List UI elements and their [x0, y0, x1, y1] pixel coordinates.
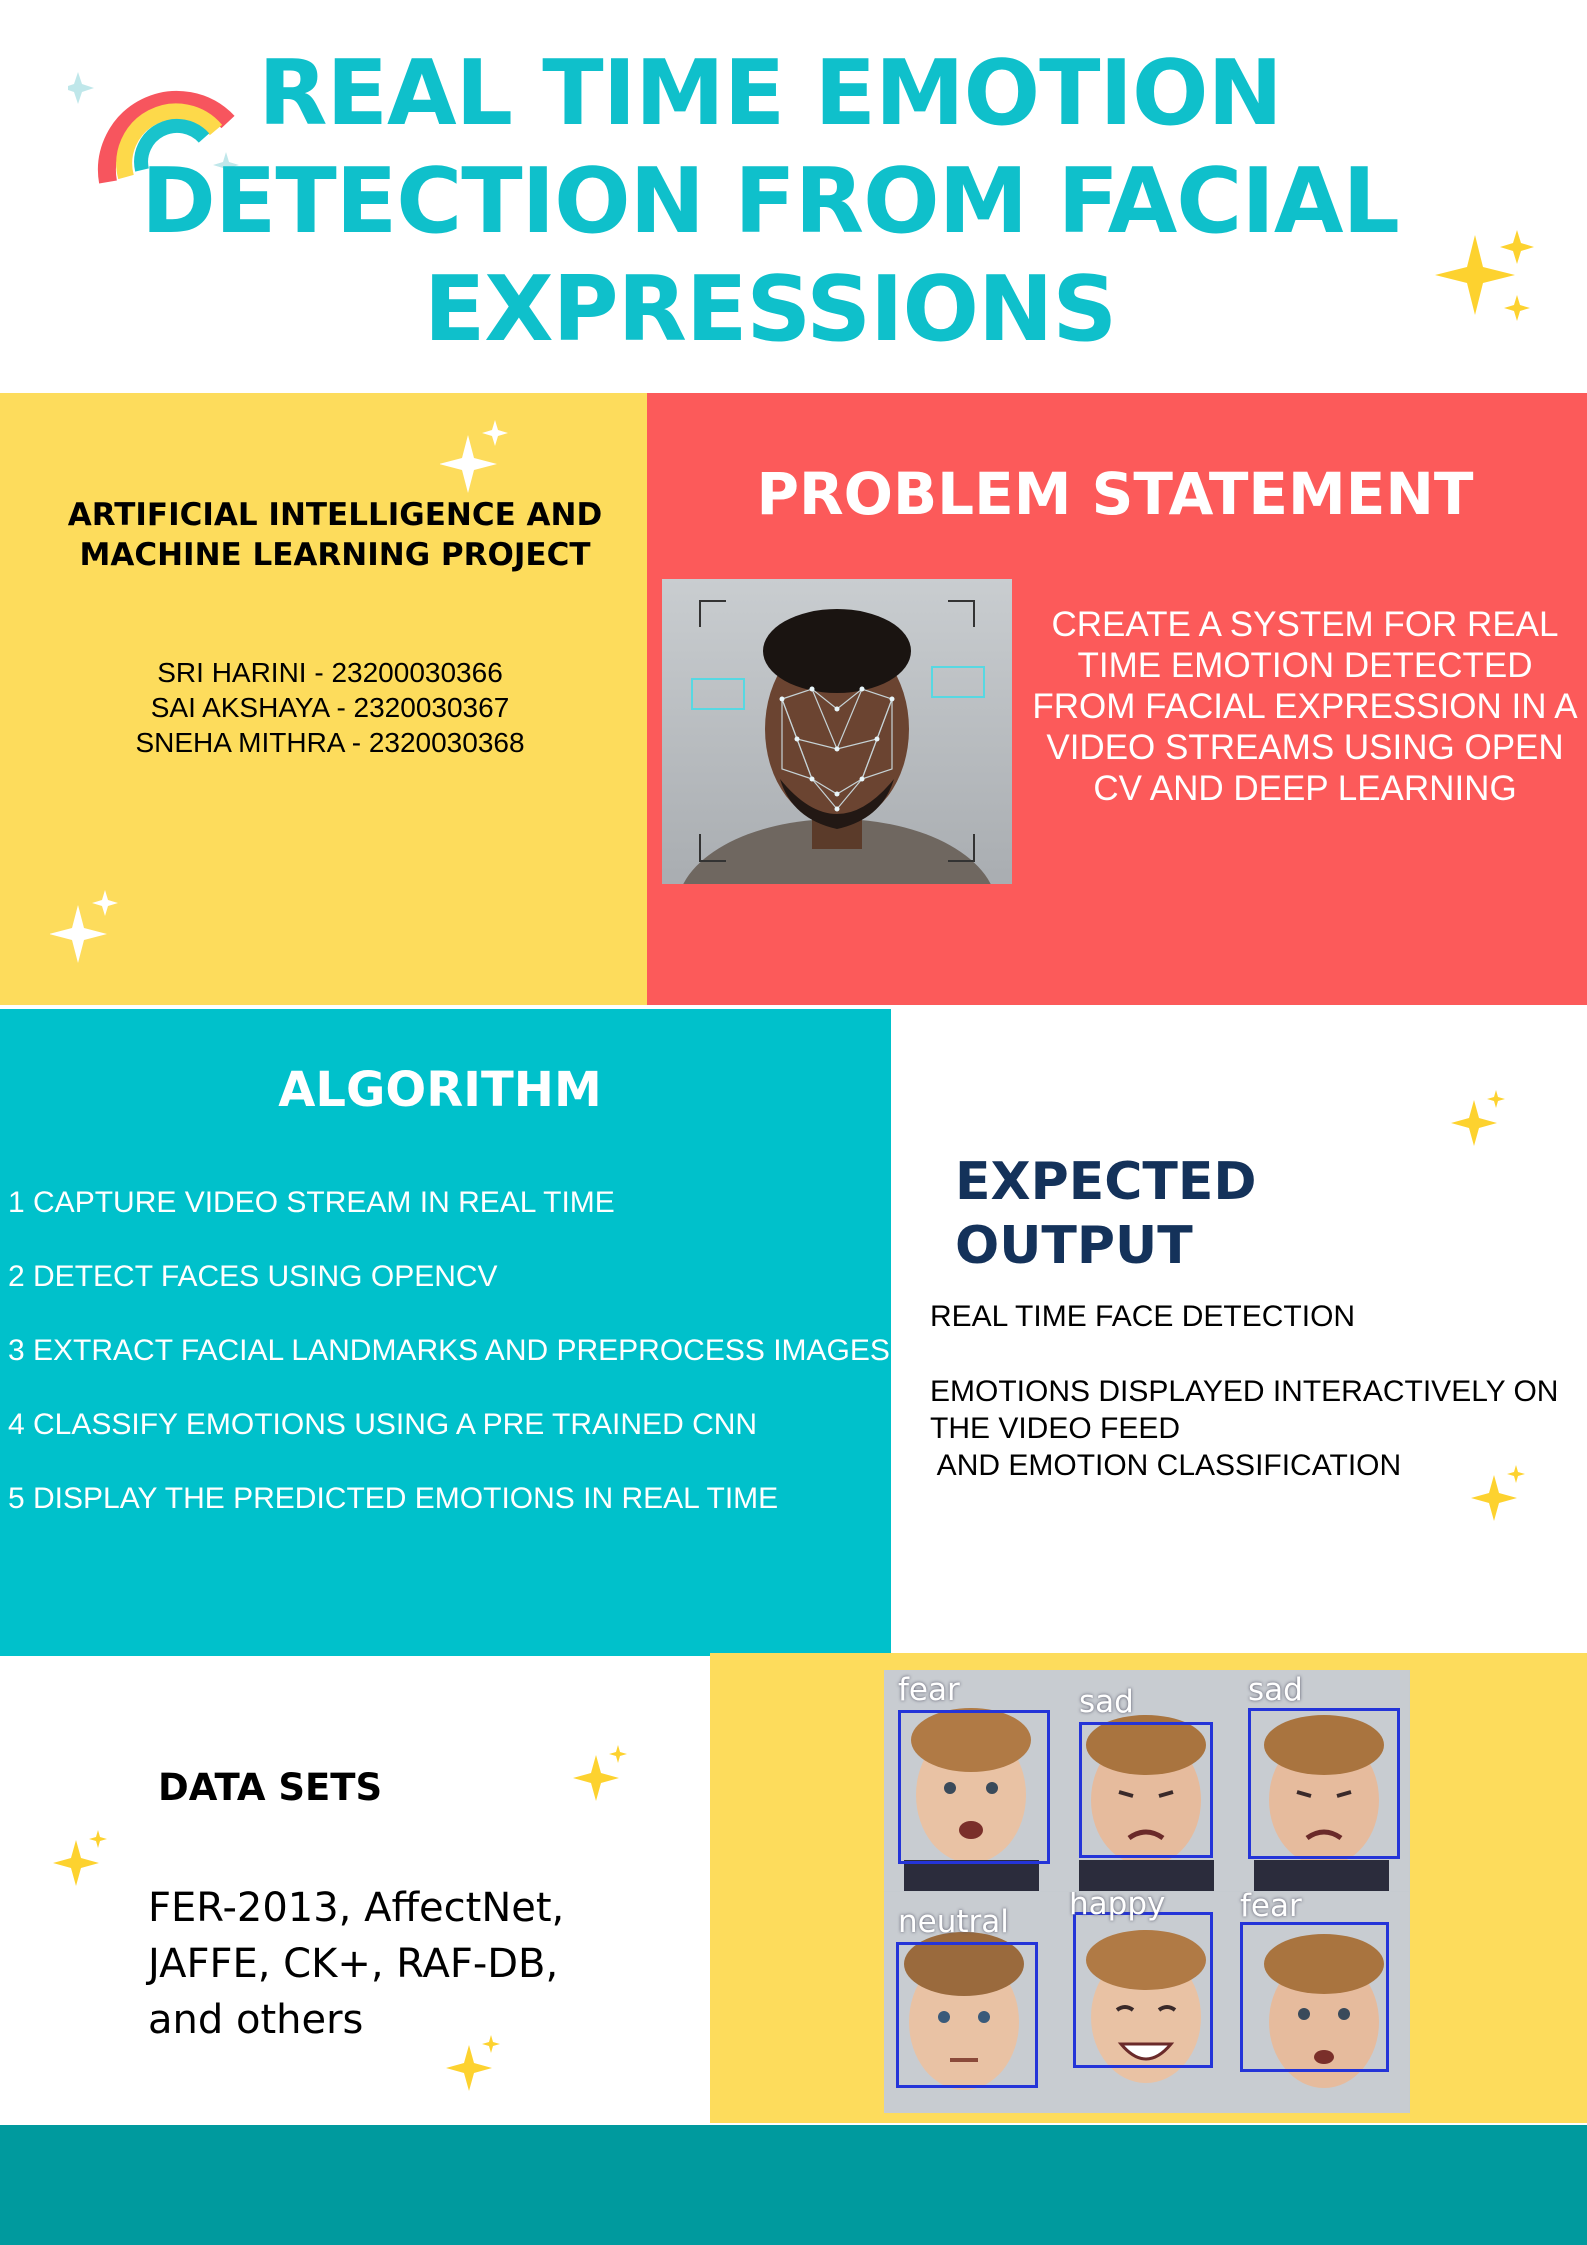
sparkle-icon	[1470, 1465, 1530, 1529]
face-bounding-box	[1079, 1722, 1213, 1858]
emotion-label: neutral	[898, 1904, 1009, 1940]
algorithm-step: 2 DETECT FACES USING OPENCV	[8, 1260, 498, 1293]
problem-text: CREATE A SYSTEM FOR REAL TIME EMOTION DE…	[1032, 605, 1578, 808]
emotion-face-cell: happy	[1059, 1892, 1234, 2113]
algorithm-panel	[0, 1009, 891, 1656]
team-members: SRI HARINI - 23200030366 SAI AKSHAYA - 2…	[40, 655, 620, 760]
emotion-face-cell: fear	[1234, 1892, 1409, 2113]
emotion-label: fear	[1240, 1892, 1302, 1924]
face-bounding-box	[896, 1942, 1038, 2088]
project-heading-line: MACHINE LEARNING PROJECT	[79, 537, 591, 573]
title-line-2: DETECTION FROM FACIAL	[141, 149, 1400, 254]
expected-output-heading: EXPECTED OUTPUT	[955, 1150, 1257, 1278]
expected-output-detail-line: EMOTIONS DISPLAYED INTERACTIVELY ON	[930, 1375, 1559, 1408]
expected-output-heading-line: OUTPUT	[955, 1216, 1193, 1276]
algorithm-step: 1 CAPTURE VIDEO STREAM IN REAL TIME	[8, 1186, 615, 1219]
expected-output-detail: EMOTIONS DISPLAYED INTERACTIVELY ON THE …	[930, 1373, 1570, 1484]
datasets-line: and others	[148, 1997, 364, 2043]
expected-output-detail-line: AND EMOTION CLASSIFICATION	[930, 1449, 1402, 1482]
problem-heading: PROBLEM STATEMENT	[756, 460, 1474, 528]
rainbow-icon	[62, 52, 248, 192]
title-line-1: REAL TIME EMOTION	[258, 41, 1283, 146]
footer-band	[0, 2125, 1587, 2245]
face-bounding-box	[1073, 1912, 1213, 2068]
sparkle-icon	[1450, 1090, 1510, 1154]
sparkle-icon	[49, 890, 120, 974]
emotion-face-cell: sad	[1059, 1670, 1234, 1891]
expected-output-line: REAL TIME FACE DETECTION	[930, 1300, 1356, 1333]
sparkle-icon	[439, 420, 510, 504]
expected-output-heading-line: EXPECTED	[955, 1152, 1257, 1212]
project-heading: ARTIFICIAL INTELLIGENCE AND MACHINE LEAR…	[30, 495, 640, 575]
team-member: SRI HARINI - 23200030366	[157, 657, 503, 688]
algorithm-step: 5 DISPLAY THE PREDICTED EMOTIONS IN REAL…	[8, 1482, 779, 1515]
face-bounding-box	[898, 1710, 1050, 1864]
sparkle-icon	[52, 1830, 112, 1894]
emotion-label: fear	[898, 1672, 960, 1708]
emotion-face-cell: fear	[884, 1670, 1059, 1891]
emotion-label: happy	[1069, 1892, 1166, 1922]
face-landmark-photo	[662, 579, 1012, 884]
face-bounding-box	[1240, 1922, 1389, 2072]
algorithm-step: 4 CLASSIFY EMOTIONS USING A PRE TRAINED …	[8, 1408, 758, 1441]
algorithm-heading: ALGORITHM	[278, 1062, 602, 1118]
sparkle-icon	[1435, 225, 1545, 339]
title-line-3: EXPRESSIONS	[423, 257, 1117, 362]
emotion-label: sad	[1248, 1672, 1303, 1708]
sparkle-icon	[445, 2035, 505, 2099]
algorithm-step: 3 EXTRACT FACIAL LANDMARKS AND PREPROCES…	[8, 1334, 890, 1367]
datasets-line: JAFFE, CK+, RAF-DB,	[148, 1941, 559, 1987]
page-title: REAL TIME EMOTION DETECTION FROM FACIAL …	[80, 40, 1460, 364]
emotion-detection-grid: fear sad sad neutral happy fear	[884, 1670, 1410, 2113]
team-member: SNEHA MITHRA - 2320030368	[135, 727, 525, 758]
datasets-list: FER-2013, AffectNet, JAFFE, CK+, RAF-DB,…	[148, 1880, 568, 2048]
datasets-heading: DATA SETS	[158, 1766, 383, 1809]
team-member: SAI AKSHAYA - 2320030367	[150, 692, 510, 723]
face-bounding-box	[1248, 1708, 1400, 1859]
emotion-label: sad	[1079, 1684, 1134, 1720]
datasets-line: FER-2013, AffectNet,	[148, 1885, 565, 1931]
sparkle-icon	[572, 1745, 632, 1809]
emotion-face-cell: neutral	[884, 1892, 1059, 2113]
project-heading-line: ARTIFICIAL INTELLIGENCE AND	[67, 497, 603, 533]
emotion-face-cell: sad	[1234, 1670, 1409, 1891]
expected-output-detail-line: THE VIDEO FEED	[930, 1412, 1181, 1445]
